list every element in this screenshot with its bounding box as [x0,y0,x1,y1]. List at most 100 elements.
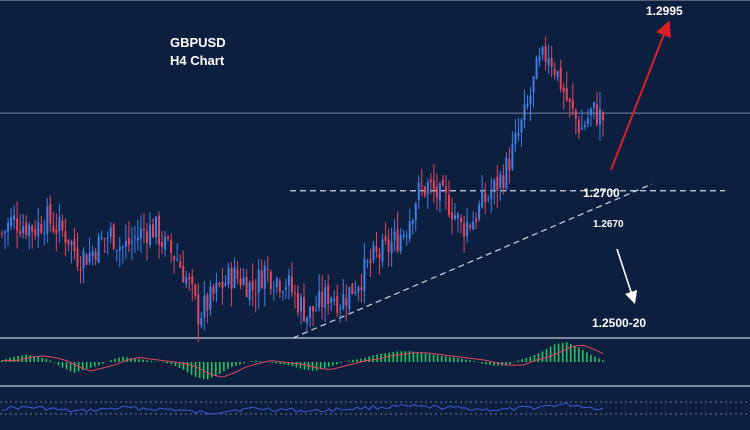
candle-body [571,99,574,109]
candle-body [212,286,215,295]
candle-body [354,291,357,294]
candle-body [496,176,499,191]
candle-body [463,223,466,237]
candle-body [556,71,559,78]
candle-body [52,225,55,232]
candle-body [574,110,577,119]
target-level-label: 1.2995 [646,4,683,18]
candle-body [502,175,505,189]
candle-body [25,222,28,235]
candle-body [179,261,182,268]
candle-body [435,186,438,198]
candle-body [342,294,345,309]
candle-body [511,144,514,169]
candle-body [432,180,435,190]
candle-body [592,102,595,108]
candle-body [423,186,426,196]
candle-body [182,265,185,283]
candle-body [227,267,230,285]
candle-body [327,284,330,304]
chart-subtitle: H4 Chart [170,53,225,68]
candle-body [173,256,176,261]
candle-body [324,287,327,308]
candle-body [61,220,64,231]
candle-body [384,235,387,241]
candle-body [118,246,121,251]
candle-body [164,237,167,250]
candle-body [457,214,460,218]
candle-body [390,242,393,254]
candle-body [221,281,224,289]
candle-body [170,240,173,254]
candle-body [315,309,318,311]
candle-body [272,290,275,292]
candle-body [200,318,203,326]
candle-body [583,125,586,128]
candle-body [40,224,43,233]
candle-body [441,179,444,186]
candle-body [478,204,481,220]
candle-body [266,268,269,270]
candle-body [493,180,496,191]
candle-body [28,224,31,236]
candle-body [487,198,490,200]
candle-body [67,239,70,245]
candle-body [64,231,67,243]
candle-body [517,132,520,136]
candle-body [366,261,369,263]
support-level-label: 1.2670 [593,219,624,230]
candle-body [363,258,366,292]
candle-body [414,203,417,220]
candle-body [475,218,478,222]
candle-body [19,231,22,234]
candle-body [447,195,450,216]
candle-body [466,222,469,237]
candle-body [381,239,384,262]
candle-body [589,108,592,116]
candle-body [547,58,550,66]
candle-body [185,277,188,284]
candle-body [444,187,447,194]
candle-body [251,280,254,291]
candle-body [505,157,508,188]
bullish-arrow [610,20,672,171]
candle-body [1,232,3,234]
candle-body [152,224,155,238]
candle-body [115,249,118,251]
candle-body [580,127,583,130]
candle-body [426,182,429,195]
chart-title: GBPUSD [170,35,226,50]
candle-body [161,241,164,247]
candle-body [127,237,130,245]
candle-body [206,294,209,311]
candle-body [559,67,562,90]
candle-body [303,297,306,322]
candle-body [357,287,360,293]
macd-signal-line [2,344,604,378]
candle-body [16,218,19,231]
candle-body [269,271,272,290]
candle-body [112,224,115,249]
candle-body [526,103,529,107]
candle-body [245,277,248,298]
candle-body [94,252,97,261]
candle-body [194,284,197,296]
candle-body [602,112,604,121]
candle-body [281,292,284,294]
candle-body [85,254,88,265]
candle-body [417,182,420,200]
candle-body [514,133,517,144]
candle-body [139,228,142,239]
candle-body [257,269,260,293]
candle-body [121,247,124,249]
candle-body [351,283,354,295]
candle-body [598,109,601,125]
candle-body [393,231,396,241]
candle-body [541,47,544,55]
candle-body [7,223,10,232]
candle-body [396,229,399,251]
candle-body [275,278,278,288]
candle-body [43,232,46,234]
